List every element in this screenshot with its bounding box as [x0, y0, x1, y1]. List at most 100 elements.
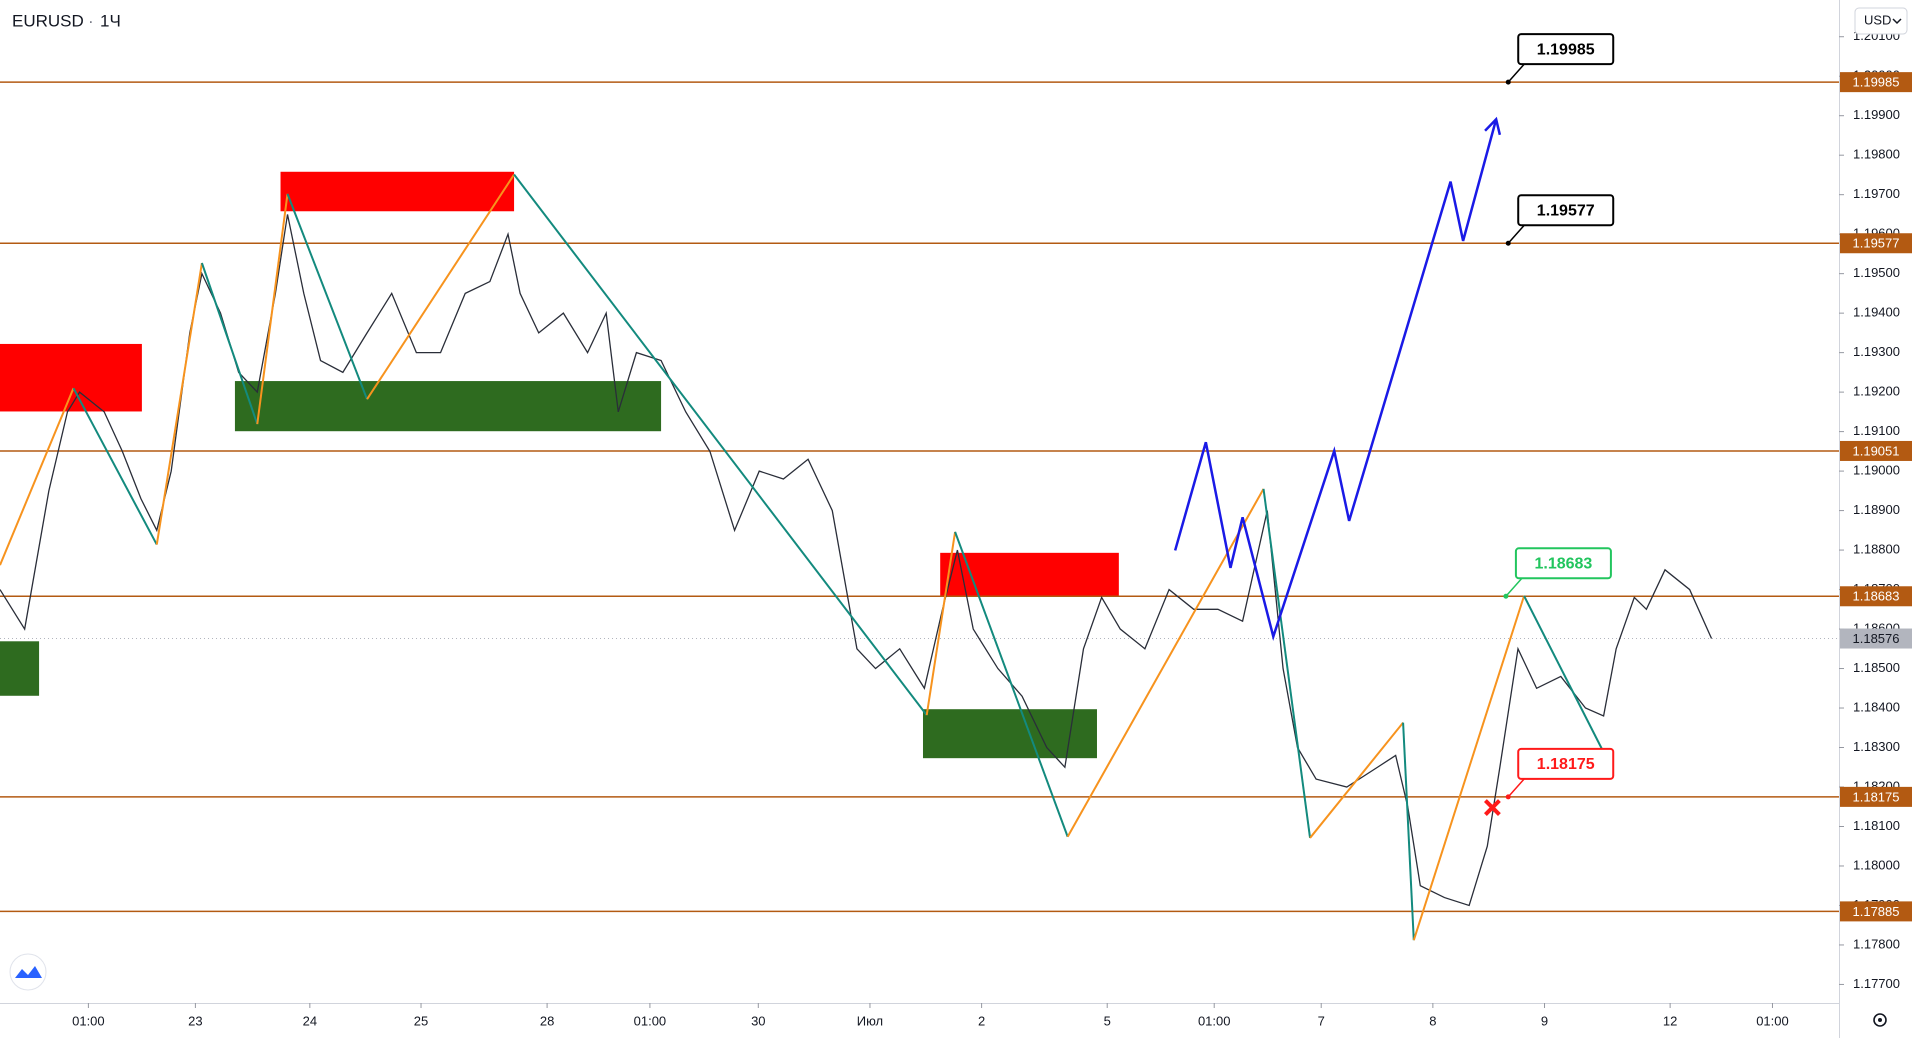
zigzag-down: [286, 193, 368, 400]
zigzag-down: [513, 173, 928, 716]
callout-label: 1.18683: [1534, 555, 1592, 572]
x-tick-label: 2: [978, 1013, 985, 1028]
x-tick-label: 01:00: [1198, 1013, 1231, 1028]
currency-button[interactable]: USD: [1854, 7, 1908, 35]
x-tick-label: 12: [1663, 1013, 1677, 1028]
zigzag-down: [1262, 488, 1312, 839]
zigzag-up: [256, 193, 289, 425]
gear-hub[interactable]: [1878, 1018, 1882, 1022]
y-tick-label: 1.17700: [1853, 976, 1900, 991]
callout-box: [1517, 33, 1615, 66]
zone: [280, 171, 515, 212]
zigzag-up: [0, 387, 75, 566]
callout-label: 1.19577: [1537, 202, 1595, 219]
x-tick-label: 01:00: [72, 1013, 105, 1028]
zone: [0, 641, 40, 696]
gear-ring[interactable]: [1873, 1013, 1887, 1027]
level-label: 1.17885: [1853, 904, 1900, 919]
level-badge: [1840, 440, 1912, 461]
x-tick-label: 28: [540, 1013, 554, 1028]
x-tick-label: 5: [1104, 1013, 1111, 1028]
zone: [0, 343, 142, 412]
x-tick-label: 01:00: [634, 1013, 667, 1028]
y-tick-label: 1.18300: [1853, 739, 1900, 754]
level-label: 1.19051: [1853, 443, 1900, 458]
callout-box: [1514, 547, 1612, 580]
currency-button-frame[interactable]: [1854, 7, 1908, 35]
logo-circle[interactable]: [9, 953, 47, 991]
callout-anchor: [1505, 79, 1511, 85]
level-label: 1.18683: [1853, 589, 1900, 604]
x-tick-label: 24: [303, 1013, 317, 1028]
level-label: 1.18175: [1853, 789, 1900, 804]
y-tick-label: 1.19000: [1853, 463, 1900, 478]
y-tick-label: 1.18900: [1853, 502, 1900, 517]
logo-mark[interactable]: [15, 966, 42, 978]
y-tick-label: 1.19500: [1853, 265, 1900, 280]
level-badge: [1840, 786, 1912, 807]
price-line: [0, 214, 1713, 907]
zigzag-up: [1412, 595, 1526, 941]
plot-layer: 1.201001.200001.199001.198001.197001.196…: [0, 28, 1912, 1028]
x-tick-label: 23: [188, 1013, 202, 1028]
y-tick-label: 1.18800: [1853, 542, 1900, 557]
level-badge: [1840, 72, 1912, 93]
current-price-label: 1.18576: [1853, 631, 1900, 646]
x-tick-label: 7: [1318, 1013, 1325, 1028]
zigzag-up: [366, 173, 515, 400]
zigzag-up: [155, 262, 203, 545]
interval: 1Ч: [100, 11, 121, 30]
projection-arrowhead: [1484, 116, 1502, 136]
settings-button[interactable]: [1873, 1013, 1887, 1027]
zone: [940, 552, 1119, 596]
zigzag-down: [200, 262, 259, 425]
zigzag-up: [925, 531, 957, 716]
callout-label: 1.18175: [1537, 756, 1595, 773]
y-tick-label: 1.18000: [1853, 857, 1900, 872]
zigzag-down: [1402, 722, 1415, 941]
projection-line: [1173, 118, 1498, 641]
zigzag-up: [1309, 722, 1404, 839]
x-tick-label: 9: [1541, 1013, 1548, 1028]
currency-caret[interactable]: [1892, 18, 1902, 25]
zigzag-down: [1523, 595, 1605, 753]
level-badge: [1840, 233, 1912, 254]
callout-box: [1517, 194, 1615, 227]
current-price-badge: [1840, 628, 1912, 649]
x-tick-label: 30: [751, 1013, 765, 1028]
zigzag-down: [954, 531, 1069, 838]
zone: [234, 381, 662, 432]
callout-label: 1.19985: [1537, 41, 1595, 58]
x-tick-label: Июл: [857, 1013, 883, 1028]
logo[interactable]: [9, 953, 47, 991]
callout-box: [1517, 747, 1615, 780]
separator: ·: [88, 11, 94, 30]
x-tick-label: 25: [414, 1013, 428, 1028]
x-tick-label: 8: [1429, 1013, 1436, 1028]
level-label: 1.19985: [1853, 75, 1900, 90]
y-tick-label: 1.18500: [1853, 660, 1900, 675]
y-tick-label: 1.17800: [1853, 936, 1900, 951]
zone: [922, 709, 1097, 759]
symbol: EURUSD: [12, 11, 84, 30]
zigzag-up: [1066, 488, 1265, 838]
y-tick-label: 1.19200: [1853, 384, 1900, 399]
currency-label[interactable]: USD: [1864, 12, 1891, 27]
callout-anchor: [1505, 240, 1511, 246]
y-tick-label: 1.19400: [1853, 305, 1900, 320]
callout-anchor: [1505, 794, 1511, 800]
y-tick-label: 1.19100: [1853, 423, 1900, 438]
callout-anchor: [1503, 593, 1509, 599]
level-badge: [1840, 586, 1912, 607]
y-tick-label: 1.19800: [1853, 147, 1900, 162]
header: EURUSD · 1Ч: [12, 11, 121, 30]
stop-marker: [1483, 799, 1501, 816]
y-tick-label: 1.19300: [1853, 344, 1900, 359]
y-tick-label: 1.19700: [1853, 186, 1900, 201]
y-tick-label: 1.18400: [1853, 699, 1900, 714]
level-label: 1.19577: [1853, 236, 1900, 251]
y-tick-label: 1.18100: [1853, 818, 1900, 833]
x-tick-label: 01:00: [1756, 1013, 1789, 1028]
